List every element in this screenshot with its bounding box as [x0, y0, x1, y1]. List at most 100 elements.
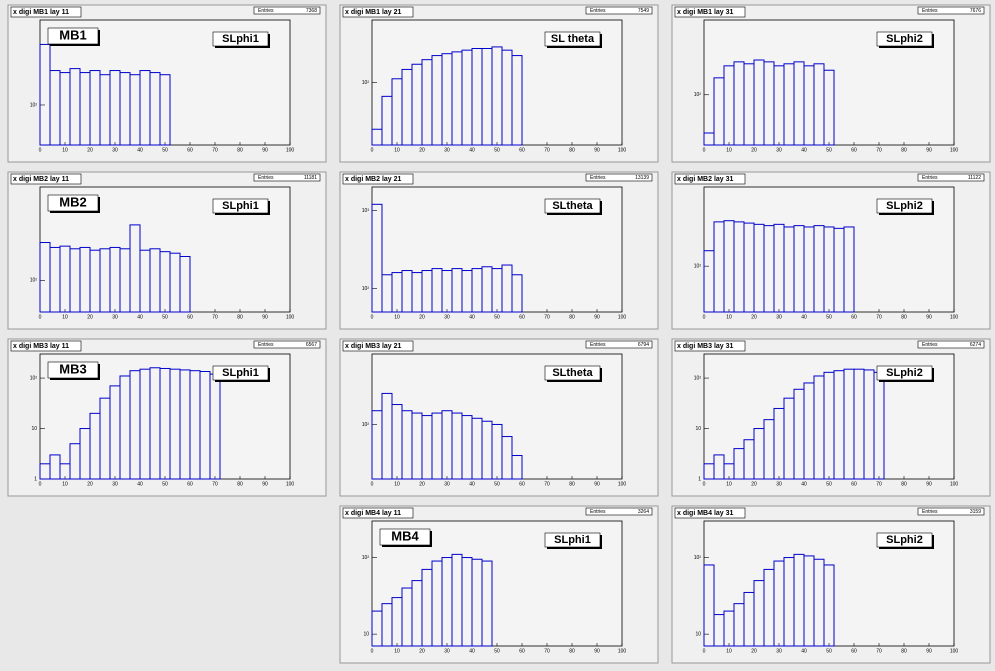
stats-label: Entries: [922, 342, 938, 348]
stats-box: [917, 340, 985, 349]
x-tick-label: 90: [926, 314, 932, 320]
title-box: [674, 6, 746, 18]
stats-box: [253, 6, 321, 15]
x-tick-label: 70: [212, 481, 218, 487]
x-tick-label: 70: [876, 648, 882, 654]
x-tick-label: 50: [826, 147, 832, 153]
annotation: SLphi1: [222, 367, 259, 379]
x-tick-label: 100: [286, 147, 295, 153]
x-tick-label: 20: [751, 147, 757, 153]
stats-box: [585, 340, 653, 349]
x-tick-label: 10: [62, 147, 68, 153]
x-tick-label: 100: [618, 481, 627, 487]
x-tick-label: 90: [926, 648, 932, 654]
x-tick-label: 20: [419, 481, 425, 487]
annotation: SLphi1: [222, 200, 259, 212]
histogram-bin: [823, 69, 835, 146]
x-tick-label: 80: [901, 314, 907, 320]
title-box: [342, 173, 414, 185]
stats-label: Entries: [922, 175, 938, 181]
x-tick-label: 80: [569, 147, 575, 153]
x-tick-label: 60: [519, 147, 525, 153]
x-tick-label: 90: [594, 147, 600, 153]
annotation-box: [544, 365, 601, 381]
annotation: MB2: [59, 194, 86, 209]
stats-box: [585, 507, 653, 516]
x-tick-label: 70: [544, 147, 550, 153]
x-tick-label: 100: [618, 648, 627, 654]
x-tick-label: 0: [39, 314, 42, 320]
stats-box: [253, 340, 321, 349]
x-tick-label: 0: [371, 147, 374, 153]
annotation-box: [212, 365, 269, 381]
annotation-box: [212, 198, 269, 214]
x-tick-label: 40: [801, 648, 807, 654]
x-tick-label: 50: [494, 314, 500, 320]
stats-value: 7676: [970, 8, 981, 14]
annotation-box: [47, 361, 99, 379]
histogram-bin: [511, 274, 523, 313]
chart-title: x digi MB3 lay 31: [677, 343, 734, 350]
stats-value: 6274: [970, 342, 981, 348]
x-tick-label: 80: [237, 481, 243, 487]
x-tick-label: 40: [469, 481, 475, 487]
stats-label: Entries: [258, 8, 274, 14]
y-tick-label: 10²: [30, 102, 38, 108]
y-tick-label: 10: [363, 631, 369, 637]
x-tick-label: 100: [950, 314, 959, 320]
x-tick-label: 80: [569, 314, 575, 320]
y-tick-label: 10²: [362, 286, 370, 292]
stats-label: Entries: [590, 342, 606, 348]
annotation: MB1: [59, 27, 86, 42]
x-tick-label: 30: [776, 314, 782, 320]
stats-value: 7368: [306, 8, 317, 14]
x-tick-label: 50: [826, 314, 832, 320]
x-tick-label: 60: [187, 314, 193, 320]
x-tick-label: 30: [776, 147, 782, 153]
x-tick-label: 40: [137, 314, 143, 320]
stats-value: 6567: [306, 342, 317, 348]
y-tick-label: 10: [695, 426, 701, 432]
x-tick-label: 80: [237, 147, 243, 153]
x-tick-label: 50: [162, 147, 168, 153]
x-tick-label: 0: [703, 314, 706, 320]
stats-label: Entries: [590, 8, 606, 14]
x-tick-label: 30: [112, 147, 118, 153]
x-tick-label: 40: [801, 147, 807, 153]
x-tick-label: 50: [826, 481, 832, 487]
x-tick-label: 0: [39, 481, 42, 487]
stats-label: Entries: [590, 175, 606, 181]
annotation-box: [544, 532, 601, 548]
y-tick-label: 10²: [694, 92, 702, 98]
x-tick-label: 30: [444, 648, 450, 654]
x-tick-label: 50: [494, 648, 500, 654]
stats-box: [585, 6, 653, 15]
stats-box: [917, 507, 985, 516]
y-tick-label: 10²: [694, 375, 702, 381]
stats-label: Entries: [590, 509, 606, 515]
chart-title: x digi MB4 lay 11: [345, 510, 401, 517]
annotation-box: [379, 528, 431, 546]
x-tick-label: 70: [544, 314, 550, 320]
x-tick-label: 0: [703, 147, 706, 153]
y-tick-label: 10²: [694, 263, 702, 269]
y-tick-label: 10²: [694, 555, 702, 561]
x-tick-label: 90: [926, 147, 932, 153]
x-tick-label: 60: [851, 481, 857, 487]
stats-label: Entries: [922, 509, 938, 515]
annotation: SLtheta: [552, 200, 593, 212]
stats-value: 6794: [638, 342, 649, 348]
x-tick-label: 30: [444, 147, 450, 153]
x-tick-label: 90: [262, 314, 268, 320]
y-tick-label: 10²: [30, 278, 38, 284]
x-tick-label: 100: [950, 147, 959, 153]
x-tick-label: 40: [469, 147, 475, 153]
x-tick-label: 70: [544, 648, 550, 654]
x-tick-label: 20: [87, 147, 93, 153]
chart-title: x digi MB2 lay 11: [13, 176, 69, 183]
x-tick-label: 100: [950, 648, 959, 654]
x-tick-label: 10: [394, 147, 400, 153]
x-tick-label: 40: [469, 648, 475, 654]
chart-title: x digi MB1 lay 21: [345, 9, 402, 16]
x-tick-label: 80: [237, 314, 243, 320]
